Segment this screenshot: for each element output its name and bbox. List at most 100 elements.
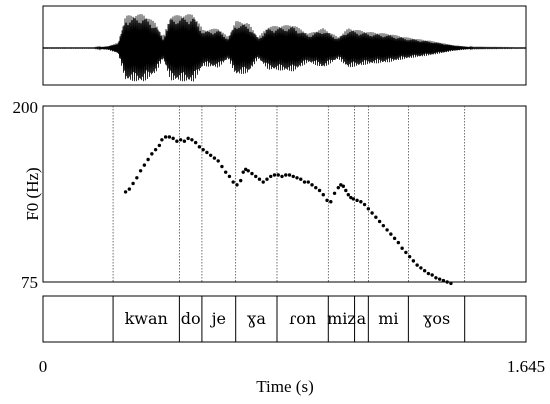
f0-point bbox=[175, 139, 179, 143]
f0-point bbox=[332, 191, 337, 195]
f0-point bbox=[171, 136, 175, 141]
f0-point bbox=[208, 153, 213, 157]
f0-point bbox=[142, 163, 147, 167]
segment-label: kwan bbox=[125, 309, 168, 328]
f0-point bbox=[370, 211, 374, 215]
f0-point bbox=[329, 200, 333, 204]
f0-point bbox=[339, 183, 343, 187]
segment-label: je bbox=[210, 309, 226, 328]
y-tick-min: 75 bbox=[21, 273, 38, 292]
f0-point bbox=[287, 173, 292, 177]
f0-point bbox=[351, 197, 356, 201]
f0-point bbox=[157, 143, 162, 148]
f0-point bbox=[276, 173, 280, 177]
segment-boundaries bbox=[112, 106, 466, 282]
f0-point bbox=[344, 188, 348, 193]
f0-point bbox=[223, 170, 228, 174]
f0-point bbox=[150, 152, 154, 156]
f0-point bbox=[349, 195, 353, 200]
f0-point bbox=[434, 276, 438, 280]
f0-point bbox=[212, 156, 217, 160]
f0-point bbox=[314, 185, 318, 190]
f0-point bbox=[449, 281, 453, 286]
f0-point bbox=[138, 169, 143, 173]
x-tick-max: 1.645 bbox=[507, 357, 545, 376]
f0-point bbox=[190, 138, 194, 142]
f0-point bbox=[381, 223, 386, 228]
x-axis-label: Time (s) bbox=[256, 377, 313, 396]
pitch-panel bbox=[42, 105, 527, 283]
f0-point bbox=[182, 139, 187, 143]
y-axis-label: F0 (Hz) bbox=[23, 167, 42, 220]
textgrid-tier bbox=[42, 295, 527, 343]
f0-point bbox=[302, 180, 307, 184]
y-tick-max: 200 bbox=[13, 98, 39, 117]
segment-label: miz bbox=[327, 309, 356, 328]
f0-point bbox=[299, 177, 303, 181]
f0-point bbox=[127, 187, 132, 191]
waveform bbox=[42, 14, 527, 82]
f0-point bbox=[261, 180, 265, 184]
f0-point bbox=[366, 207, 371, 211]
f0-point bbox=[239, 178, 243, 183]
f0-point bbox=[160, 138, 164, 142]
f0-point bbox=[272, 173, 277, 177]
segment-label: ɾon bbox=[289, 309, 316, 328]
f0-track bbox=[123, 135, 453, 286]
f0-point bbox=[153, 147, 158, 152]
f0-point bbox=[265, 177, 269, 181]
f0-point bbox=[415, 263, 419, 267]
f0-point bbox=[186, 136, 190, 141]
f0-point bbox=[359, 200, 363, 204]
f0-point bbox=[291, 174, 295, 179]
f0-point bbox=[163, 135, 168, 139]
f0-point bbox=[284, 173, 288, 177]
f0-point bbox=[341, 184, 346, 188]
segment-label: ɣos bbox=[423, 309, 450, 328]
f0-point bbox=[193, 140, 198, 145]
f0-point bbox=[310, 183, 314, 187]
f0-point bbox=[131, 181, 135, 186]
segment-label: a bbox=[357, 309, 367, 328]
segment-label: ɣa bbox=[247, 309, 267, 328]
segment-label: do bbox=[181, 309, 201, 328]
f0-point bbox=[346, 193, 351, 197]
f0-point bbox=[205, 150, 209, 155]
f0-point bbox=[167, 135, 172, 139]
f0-point bbox=[377, 219, 382, 224]
f0-point bbox=[404, 250, 408, 255]
f0-point bbox=[178, 138, 183, 142]
f0-point bbox=[321, 193, 325, 197]
tier-labels: kwan do je ɣa ɾon miz a mi ɣos bbox=[125, 309, 451, 328]
f0-point bbox=[396, 240, 401, 245]
f0-point bbox=[325, 198, 329, 203]
f0-point bbox=[146, 157, 150, 162]
f0-point bbox=[430, 273, 434, 277]
f0-point bbox=[445, 280, 449, 284]
f0-point bbox=[241, 170, 245, 174]
f0-point bbox=[385, 228, 389, 232]
f0-point bbox=[280, 174, 284, 179]
f0-point bbox=[422, 269, 427, 273]
f0-point bbox=[231, 180, 235, 184]
f0-point bbox=[201, 147, 205, 152]
f0-point bbox=[392, 236, 397, 241]
f0-point bbox=[355, 198, 359, 203]
f0-point bbox=[220, 164, 224, 169]
f0-point bbox=[317, 188, 322, 193]
f0-point bbox=[306, 180, 310, 184]
f0-point bbox=[135, 176, 139, 180]
x-tick-min: 0 bbox=[39, 357, 48, 376]
f0-point bbox=[411, 259, 416, 263]
f0-point bbox=[362, 202, 367, 207]
f0-point bbox=[400, 246, 404, 250]
f0-point bbox=[374, 215, 378, 219]
tier-boundaries bbox=[112, 296, 466, 342]
f0-point bbox=[123, 190, 128, 194]
f0-point bbox=[227, 174, 232, 179]
f0-point bbox=[244, 167, 248, 172]
f0-point bbox=[250, 171, 254, 176]
f0-point bbox=[246, 169, 250, 173]
waveform-trace bbox=[42, 14, 527, 82]
